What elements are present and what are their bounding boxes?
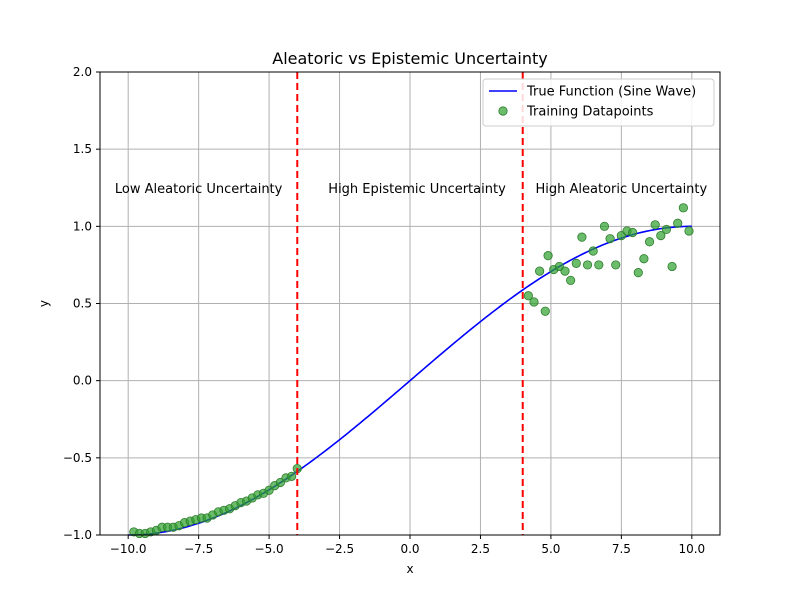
x-tick-label: −10.0	[110, 542, 147, 556]
x-tick-label: −5.0	[255, 542, 284, 556]
grid	[100, 71, 720, 536]
legend: True Function (Sine Wave) Training Datapo…	[482, 78, 715, 127]
training-datapoint	[543, 251, 553, 261]
y-tick-label: 2.0	[73, 65, 92, 79]
training-datapoint	[644, 237, 655, 247]
x-tick-label: 5.0	[541, 542, 560, 556]
training-datapoint	[628, 227, 638, 238]
y-tick-label: 1.0	[73, 219, 92, 233]
training-datapoint	[577, 232, 587, 242]
x-tick-label: −7.5	[184, 542, 213, 556]
training-datapoint	[605, 234, 615, 244]
training-datapoint	[639, 254, 649, 264]
y-tick-label: −0.5	[63, 451, 92, 465]
training-datapoint	[656, 230, 666, 241]
training-datapoint	[661, 224, 672, 235]
training-datapoint	[611, 260, 621, 270]
training-datapoint	[678, 203, 688, 213]
training-datapoint	[582, 260, 593, 270]
axis-ticks: −10.0 −7.5 −5.0 −2.5 0.0 2.5 5.0 7.5 10.0 −1.0 −0.…	[63, 65, 705, 556]
training-datapoint	[529, 297, 539, 307]
region-annotation: Low Aleatoric Uncertainty	[115, 182, 283, 197]
training-datapoint	[594, 260, 604, 270]
training-datapoint	[566, 275, 576, 285]
y-tick-label: 1.5	[73, 142, 92, 156]
region-annotation: High Epistemic Uncertainty	[328, 182, 506, 197]
legend-marker-swatch	[498, 106, 508, 116]
chart-title: Aleatoric vs Epistemic Uncertainty	[272, 49, 547, 68]
y-tick-label: −1.0	[63, 528, 92, 542]
training-datapoint	[650, 220, 660, 230]
plot-data	[128, 203, 694, 539]
legend-box	[482, 78, 715, 127]
x-tick-label: 10.0	[678, 542, 705, 556]
training-datapoint	[540, 306, 550, 316]
training-datapoint	[599, 221, 610, 231]
x-tick-label: 7.5	[612, 542, 631, 556]
x-tick-label: 0.0	[400, 542, 419, 556]
x-axis-label: x	[406, 562, 413, 576]
training-datapoint	[667, 261, 677, 272]
training-datapoint	[673, 218, 683, 228]
training-datapoint	[560, 266, 570, 276]
x-tick-label: 2.5	[471, 542, 490, 556]
y-axis-label: y	[37, 300, 51, 307]
x-tick-label: −2.5	[325, 542, 354, 556]
legend-label: True Function (Sine Wave)	[526, 85, 696, 100]
training-datapoint	[588, 246, 598, 256]
training-datapoint	[684, 226, 694, 236]
legend-label: Training Datapoints	[526, 105, 654, 120]
training-datapoint	[287, 471, 297, 481]
training-datapoint	[571, 258, 581, 268]
threshold-lines	[296, 72, 524, 535]
annotations: Low Aleatoric Uncertainty High Epistemic …	[115, 182, 708, 197]
y-tick-label: 0.0	[73, 374, 92, 388]
training-datapoint	[633, 268, 643, 278]
training-datapoint	[523, 291, 533, 301]
region-annotation: High Aleatoric Uncertainty	[536, 182, 708, 197]
y-tick-label: 0.5	[73, 297, 92, 311]
training-datapoint	[535, 266, 545, 276]
